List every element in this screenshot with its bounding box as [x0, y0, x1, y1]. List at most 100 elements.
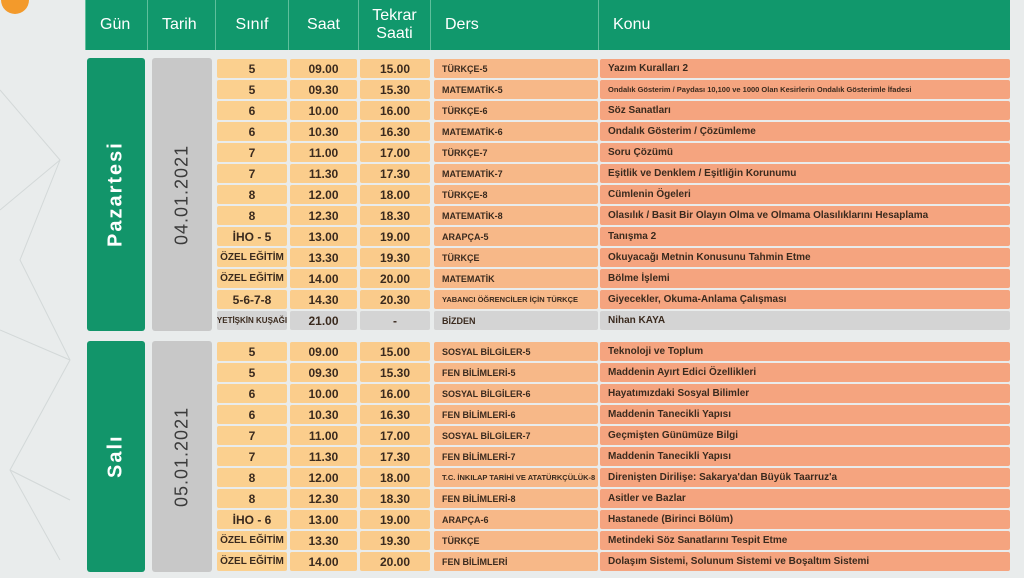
- class-cell: 7: [217, 164, 287, 183]
- time-cell: 09.30: [290, 80, 357, 99]
- topic-cell: Ondalık Gösterim / Paydası 10,100 ve 100…: [600, 80, 1010, 99]
- repeat-time-cell: 19.00: [360, 227, 430, 246]
- topic-cell: Söz Sanatları: [600, 101, 1010, 120]
- time-cell: 09.00: [290, 59, 357, 78]
- column-header: Gün: [85, 0, 147, 50]
- repeat-time-cell: 19.30: [360, 248, 430, 267]
- class-cell: 5: [217, 59, 287, 78]
- repeat-time-cell: 17.30: [360, 164, 430, 183]
- column-header: Sınıf: [215, 0, 288, 50]
- repeat-time-cell: 18.00: [360, 468, 430, 487]
- class-cell: ÖZEL EĞİTİM: [217, 531, 287, 550]
- topic-cell: Teknoloji ve Toplum: [600, 342, 1010, 361]
- class-cell: 5: [217, 363, 287, 382]
- course-cell: MATEMATİK: [434, 269, 598, 288]
- course-cell: TÜRKÇE: [434, 248, 598, 267]
- repeat-time-cell: 17.00: [360, 143, 430, 162]
- topic-cell: Bölme İşlemi: [600, 269, 1010, 288]
- repeat-time-cell: 15.30: [360, 80, 430, 99]
- day-cell: [87, 58, 145, 331]
- repeat-time-cell: 15.30: [360, 363, 430, 382]
- course-cell: ARAPÇA-5: [434, 227, 598, 246]
- course-cell: YABANCI ÖĞRENCİLER İÇİN TÜRKÇE: [434, 290, 598, 309]
- topic-cell: Tanışma 2: [600, 227, 1010, 246]
- topic-cell: Hayatımızdaki Sosyal Bilimler: [600, 384, 1010, 403]
- course-cell: TÜRKÇE-6: [434, 101, 598, 120]
- topic-cell: Soru Çözümü: [600, 143, 1010, 162]
- topic-cell: Dolaşım Sistemi, Solunum Sistemi ve Boşa…: [600, 552, 1010, 571]
- time-cell: 21.00: [290, 311, 357, 330]
- date-label: 04.01.2021: [171, 144, 192, 245]
- topic-cell: Olasılık / Basit Bir Olayın Olma ve Olma…: [600, 206, 1010, 225]
- column-header: Tarih: [147, 0, 215, 50]
- class-cell: 5: [217, 80, 287, 99]
- course-cell: FEN BİLİMLERİ-7: [434, 447, 598, 466]
- time-cell: 14.00: [290, 552, 357, 571]
- topic-cell: Maddenin Ayırt Edici Özellikleri: [600, 363, 1010, 382]
- time-cell: 13.30: [290, 248, 357, 267]
- column-header: Ders: [430, 0, 598, 50]
- column-header: Konu: [598, 0, 1010, 50]
- repeat-time-cell: 16.30: [360, 122, 430, 141]
- course-cell: FEN BİLİMLERİ-8: [434, 489, 598, 508]
- day-cell: [87, 341, 145, 572]
- topic-cell: Okuyacağı Metnin Konusunu Tahmin Etme: [600, 248, 1010, 267]
- topic-cell: Cümlenin Ögeleri: [600, 185, 1010, 204]
- class-cell: 6: [217, 405, 287, 424]
- time-cell: 09.30: [290, 363, 357, 382]
- day-label: Salı: [104, 434, 127, 479]
- topic-cell: Direnişten Dirilişe: Sakarya'dan Büyük T…: [600, 468, 1010, 487]
- class-cell: 7: [217, 447, 287, 466]
- repeat-time-cell: 20.30: [360, 290, 430, 309]
- class-cell: ÖZEL EĞİTİM: [217, 552, 287, 571]
- time-cell: 11.00: [290, 143, 357, 162]
- time-cell: 14.00: [290, 269, 357, 288]
- course-cell: FEN BİLİMLERİ: [434, 552, 598, 571]
- course-cell: FEN BİLİMLERİ-5: [434, 363, 598, 382]
- class-cell: 6: [217, 122, 287, 141]
- repeat-time-cell: 20.00: [360, 269, 430, 288]
- repeat-time-cell: 19.30: [360, 531, 430, 550]
- class-cell: 5-6-7-8: [217, 290, 287, 309]
- date-label: 05.01.2021: [171, 406, 192, 507]
- repeat-time-cell: 15.00: [360, 59, 430, 78]
- course-cell: SOSYAL BİLGİLER-6: [434, 384, 598, 403]
- course-cell: ARAPÇA-6: [434, 510, 598, 529]
- repeat-time-cell: 20.00: [360, 552, 430, 571]
- course-cell: BİZDEN: [434, 311, 598, 330]
- course-cell: MATEMATİK-5: [434, 80, 598, 99]
- topic-cell: Yazım Kuralları 2: [600, 59, 1010, 78]
- class-cell: İHO - 6: [217, 510, 287, 529]
- class-cell: 8: [217, 468, 287, 487]
- time-cell: 09.00: [290, 342, 357, 361]
- class-cell: ÖZEL EĞİTİM: [217, 269, 287, 288]
- repeat-time-cell: 16.30: [360, 405, 430, 424]
- time-cell: 11.30: [290, 164, 357, 183]
- topic-cell: Asitler ve Bazlar: [600, 489, 1010, 508]
- class-cell: 6: [217, 101, 287, 120]
- topic-cell: Eşitlik ve Denklem / Eşitliğin Korunumu: [600, 164, 1010, 183]
- repeat-time-cell: 15.00: [360, 342, 430, 361]
- repeat-time-cell: 16.00: [360, 101, 430, 120]
- class-cell: 7: [217, 143, 287, 162]
- time-cell: 11.00: [290, 426, 357, 445]
- course-cell: FEN BİLİMLERİ-6: [434, 405, 598, 424]
- repeat-time-cell: 16.00: [360, 384, 430, 403]
- time-cell: 13.00: [290, 227, 357, 246]
- class-cell: 6: [217, 384, 287, 403]
- topic-cell: Maddenin Tanecikli Yapısı: [600, 405, 1010, 424]
- time-cell: 13.00: [290, 510, 357, 529]
- course-cell: T.C. İNKILAP TARİHİ VE ATATÜRKÇÜLÜK-8: [434, 468, 598, 487]
- course-cell: TÜRKÇE-8: [434, 185, 598, 204]
- class-cell: 7: [217, 426, 287, 445]
- time-cell: 12.30: [290, 489, 357, 508]
- time-cell: 14.30: [290, 290, 357, 309]
- course-cell: MATEMATİK-8: [434, 206, 598, 225]
- course-cell: MATEMATİK-7: [434, 164, 598, 183]
- class-cell: 5: [217, 342, 287, 361]
- column-header: Saat: [288, 0, 358, 50]
- course-cell: SOSYAL BİLGİLER-7: [434, 426, 598, 445]
- time-cell: 10.30: [290, 405, 357, 424]
